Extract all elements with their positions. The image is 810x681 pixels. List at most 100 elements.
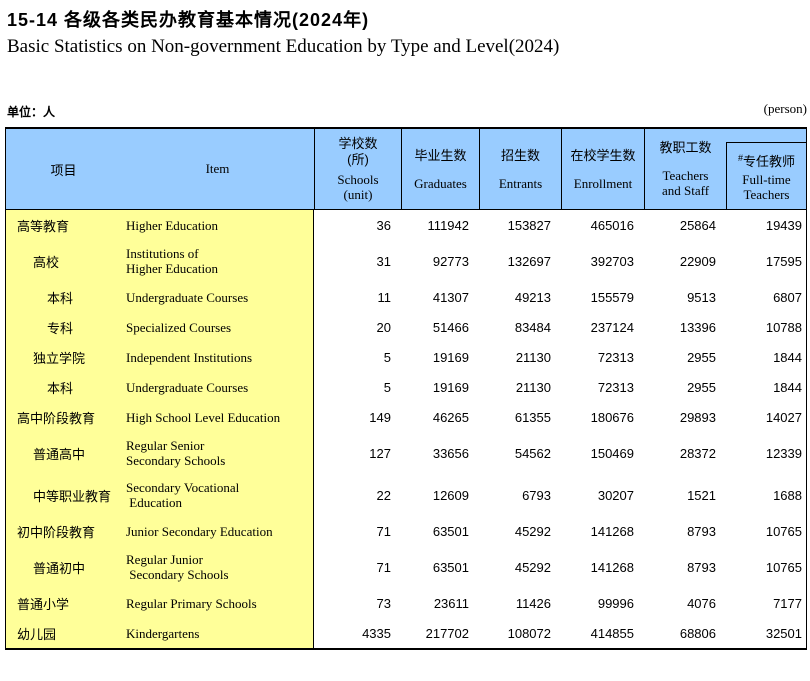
- value-cell-teachers-staff: 28372: [679, 445, 716, 461]
- row-stub: 幼儿园 Kindergartens: [6, 618, 314, 648]
- item-label-en: Regular Senior Secondary Schools: [126, 438, 226, 468]
- table-row: 本科 Undergraduate Courses 11 41307 49213 15557…: [6, 282, 806, 312]
- value-cell-teachers-staff: 9513: [687, 289, 716, 305]
- item-label-en: Higher Education: [126, 217, 219, 233]
- value-cell-schools: 71: [376, 523, 391, 539]
- value-cell-entrants: 83484: [514, 319, 551, 335]
- value-cell-fulltime-teachers: 19439: [765, 217, 802, 233]
- value-cell-enrollment: 465016: [590, 217, 634, 233]
- value-cell-schools: 71: [376, 559, 391, 575]
- value-cell-enrollment: 99996: [597, 595, 634, 611]
- value-cell-entrants: 6793: [522, 487, 551, 503]
- value-cell-schools: 4335: [362, 625, 391, 641]
- value-cell-teachers-staff: 22909: [679, 253, 716, 269]
- item-label-en: Undergraduate Courses: [126, 379, 249, 395]
- row-stub: 本科 Undergraduate Courses: [6, 282, 314, 312]
- unit-note-en: (person): [763, 101, 807, 116]
- value-cell-graduates: 217702: [425, 625, 469, 641]
- value-cell-schools: 22: [376, 487, 391, 503]
- value-cell-fulltime-teachers: 7177: [773, 595, 802, 611]
- value-cell-schools: 5: [383, 379, 391, 395]
- item-label-en: Specialized Courses: [126, 319, 232, 335]
- row-stub: 中等职业教育 Secondary Vocational Education: [6, 474, 314, 516]
- value-cell-fulltime-teachers: 1844: [773, 349, 802, 365]
- value-cell-graduates: 46265: [432, 409, 469, 425]
- value-cell-schools: 31: [376, 253, 391, 269]
- row-stub: 独立学院 Independent Institutions: [6, 342, 314, 372]
- value-cell-graduates: 63501: [432, 523, 469, 539]
- value-cell-teachers-staff: 29893: [679, 409, 716, 425]
- value-cell-graduates: 111942: [427, 217, 469, 233]
- table-row: 高中阶段教育 High School Level Education 149 4626…: [6, 402, 806, 432]
- column-header-schools: 学校数 (所) Schools (unit): [314, 129, 401, 209]
- table-row: 高校 Institutions of Higher Education 31 9277…: [6, 240, 806, 282]
- value-cell-teachers-staff: 68806: [679, 625, 716, 641]
- value-cell-enrollment: 237124: [590, 319, 634, 335]
- item-label-en: Junior Secondary Education: [126, 523, 273, 539]
- table-row: 高等教育 Higher Education 36 111942 153827 465016…: [6, 210, 806, 240]
- value-cell-fulltime-teachers: 10765: [765, 559, 802, 575]
- item-label-en: Regular Junior Secondary Schools: [126, 552, 229, 582]
- item-label-en: Independent Institutions: [126, 349, 253, 365]
- item-label-cn: 中等职业教育: [33, 488, 112, 504]
- item-label-cn: 初中阶段教育: [17, 524, 96, 540]
- value-cell-enrollment: 180676: [590, 409, 634, 425]
- column-header-graduates: 毕业生数 Graduates: [401, 129, 479, 209]
- value-cell-enrollment: 150469: [590, 445, 634, 461]
- value-cell-enrollment: 141268: [590, 559, 634, 575]
- value-cell-enrollment: 155579: [590, 289, 634, 305]
- table-row: 初中阶段教育 Junior Secondary Education 71 63501 4…: [6, 516, 806, 546]
- value-cell-enrollment: 392703: [590, 253, 634, 269]
- value-cell-schools: 11: [377, 289, 392, 305]
- value-cell-enrollment: 72313: [597, 349, 634, 365]
- value-cell-entrants: 54562: [514, 445, 551, 461]
- value-cell-entrants: 132697: [507, 253, 551, 269]
- item-label-cn: 专科: [47, 320, 74, 336]
- table-row: 独立学院 Independent Institutions 5 19169 21130 7…: [6, 342, 806, 372]
- value-cell-teachers-staff: 4076: [687, 595, 716, 611]
- fulltime-subset-box: #专任教师 Full-time Teachers: [726, 142, 806, 209]
- value-cell-schools: 20: [376, 319, 391, 335]
- stub-header: 项目 Item: [6, 129, 314, 209]
- value-cell-entrants: 108072: [507, 625, 551, 641]
- row-stub: 普通初中 Regular Junior Secondary Schools: [6, 546, 314, 588]
- value-cell-fulltime-teachers: 14027: [765, 409, 802, 425]
- value-cell-entrants: 61355: [514, 409, 551, 425]
- value-cell-entrants: 11426: [515, 595, 551, 611]
- table-row: 本科 Undergraduate Courses 5 19169 21130 72313 2…: [6, 372, 806, 402]
- value-cell-entrants: 49213: [514, 289, 551, 305]
- value-cell-schools: 127: [369, 445, 391, 461]
- value-cell-fulltime-teachers: 6807: [773, 289, 802, 305]
- column-header-teachers-staff: 教职工数 Teachers and Staff: [644, 129, 726, 209]
- value-cell-graduates: 23611: [433, 595, 469, 611]
- value-cell-fulltime-teachers: 1844: [773, 379, 802, 395]
- value-cell-enrollment: 72313: [597, 379, 634, 395]
- item-label-en: Institutions of Higher Education: [126, 246, 219, 276]
- value-cell-graduates: 19169: [432, 349, 469, 365]
- column-header-fulltime-teachers: #专任教师 Full-time Teachers: [726, 129, 806, 209]
- item-label-cn: 高中阶段教育: [17, 410, 96, 426]
- row-stub: 高校 Institutions of Higher Education: [6, 240, 314, 282]
- table-body: 高等教育 Higher Education 36 111942 153827 465016…: [6, 210, 806, 648]
- subset-hash-mark: #: [737, 153, 743, 163]
- value-cell-teachers-staff: 2955: [687, 379, 716, 395]
- value-cell-teachers-staff: 2955: [687, 349, 716, 365]
- value-cell-fulltime-teachers: 10788: [765, 319, 802, 335]
- table-row: 专科 Specialized Courses 20 51466 83484 237124 1…: [6, 312, 806, 342]
- value-cell-teachers-staff: 8793: [687, 523, 716, 539]
- row-stub: 普通小学 Regular Primary Schools: [6, 588, 314, 618]
- item-label-cn: 独立学院: [33, 350, 86, 366]
- unit-note-cn: 单位：人: [7, 105, 56, 119]
- value-cell-entrants: 21130: [515, 349, 551, 365]
- value-cell-graduates: 51466: [432, 319, 469, 335]
- value-cell-fulltime-teachers: 17595: [765, 253, 802, 269]
- value-cell-teachers-staff: 25864: [679, 217, 716, 233]
- value-cell-enrollment: 414855: [590, 625, 634, 641]
- value-cell-schools: 73: [376, 595, 391, 611]
- item-label-cn: 普通初中: [33, 560, 86, 576]
- value-cell-graduates: 63501: [432, 559, 469, 575]
- table-row: 幼儿园 Kindergartens 4335 217702 108072 414855 68…: [6, 618, 806, 648]
- page-title-en: Basic Statistics on Non-government Educa…: [7, 36, 560, 57]
- statistics-table: 项目 Item 学校数 (所) Schools (unit) 毕业生数 Grad…: [5, 127, 807, 650]
- item-label-en: Kindergartens: [126, 625, 200, 641]
